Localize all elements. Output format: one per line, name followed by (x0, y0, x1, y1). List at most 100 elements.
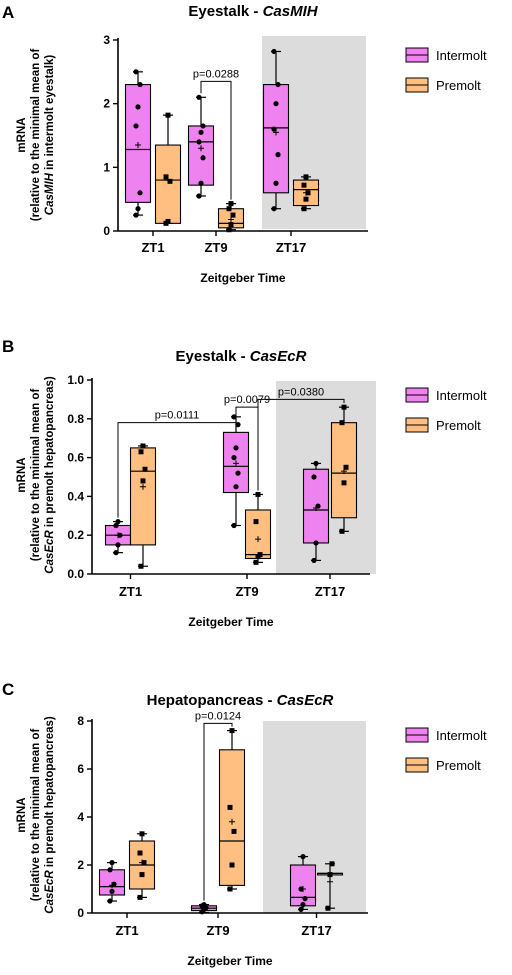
y-axis-title-line3: CasEcR in premolt hepatopancreas) (44, 716, 56, 914)
data-point (271, 48, 277, 55)
data-point (113, 522, 119, 529)
data-point (298, 886, 304, 892)
box-intermolt-zt17 (289, 854, 317, 913)
data-point (137, 190, 143, 196)
data-point (233, 445, 239, 451)
data-point (226, 206, 232, 212)
data-point (229, 862, 235, 868)
y-axis-title-line2: (relative to the minimal mean of (30, 729, 42, 902)
panel-letter: B (2, 337, 14, 356)
box-premolt-zt9 (244, 491, 272, 565)
box-intermolt-zt9 (222, 414, 250, 529)
y-tick-label: 1 (103, 160, 110, 174)
box-premolt-zt17 (330, 404, 358, 534)
y-axis-title-line3: CasEcR in premolt hepatopancreas) (44, 376, 56, 574)
data-point (113, 550, 119, 556)
y-axis-title-rest: in premolt hepatopancreas) (44, 376, 56, 530)
y-tick-label: 4 (77, 810, 84, 824)
box-intermolt-zt17 (262, 48, 290, 212)
data-point (139, 831, 145, 837)
data-point (231, 828, 237, 834)
y-axis-title: mRNA (relative to the minimal mean of CasM… (16, 49, 56, 222)
panel-c: C Hepatopancreas - CasEcR 0 2 4 6 8 ZT1 ZT9 ZT17 Z… (2, 680, 487, 968)
data-point (137, 894, 143, 900)
p-value-label: p=0.0288 (193, 68, 239, 80)
chart-title: Eyestalk - CasEcR (176, 348, 307, 365)
box-iqr (129, 447, 157, 546)
data-point (133, 123, 139, 129)
data-point (115, 542, 121, 548)
data-point (231, 522, 237, 529)
data-point (165, 218, 171, 224)
legend-label: Premolt (436, 758, 481, 773)
box-premolt-zt1 (154, 112, 182, 226)
data-point (226, 227, 232, 233)
legend: Intermolt Premolt (405, 47, 487, 93)
y-tick-label: 2 (103, 97, 110, 111)
box-iqr (187, 125, 215, 186)
bracket-line (257, 398, 345, 491)
data-point (253, 519, 259, 525)
data-point (133, 69, 139, 75)
x-tick-label: ZT9 (235, 584, 258, 599)
data-point (196, 193, 202, 199)
data-point (198, 180, 204, 186)
data-point (228, 222, 234, 228)
data-point (311, 474, 317, 480)
y-tick-label: 0.8 (67, 412, 84, 426)
data-point (231, 414, 237, 420)
box-intermolt-zt17 (302, 460, 330, 564)
legend-label: Intermolt (436, 388, 487, 403)
box-iqr (154, 144, 182, 224)
data-point (201, 902, 207, 908)
data-point (107, 867, 113, 873)
data-point (275, 81, 281, 88)
significance-bracket: p=0.0288 (193, 68, 239, 200)
y-axis-title-gene: CasEcR (44, 870, 56, 914)
y-tick-label: 1.0 (67, 373, 84, 387)
title-prefix: Eyestalk - (188, 3, 262, 20)
data-point (255, 491, 261, 497)
x-tick-label: ZT17 (301, 923, 331, 938)
data-point (109, 860, 115, 866)
data-point (200, 155, 206, 161)
box-iqr (244, 509, 272, 560)
data-point (135, 104, 141, 110)
x-tick-label: ZT9 (204, 240, 227, 255)
data-point (229, 728, 235, 734)
p-value-label: p=0.0380 (278, 386, 324, 398)
y-axis-title-rest: in intermolt eyestalk) (44, 55, 56, 173)
data-point (228, 201, 234, 207)
y-tick-label: 3 (103, 33, 110, 47)
y-axis-title-line3: CasMIH in intermolt eyestalk) (44, 55, 56, 216)
box-intermolt-zt9 (187, 94, 215, 199)
chart-title: Eyestalk - CasMIH (188, 3, 318, 20)
box-iqr (222, 431, 250, 494)
mean-marker (229, 818, 235, 825)
p-value-label: p=0.0111 (155, 410, 200, 422)
x-tick-label: ZT1 (141, 240, 164, 255)
y-axis-title: mRNA (relative to the minimal mean of CasE… (16, 376, 56, 574)
data-point (142, 466, 148, 472)
y-tick-label: 0.4 (67, 489, 84, 503)
data-point (273, 101, 279, 107)
p-value-label: p=0.0124 (195, 710, 241, 722)
data-point (111, 881, 117, 887)
legend-label: Premolt (436, 78, 481, 93)
y-axis-title-line1: mRNA (16, 117, 28, 152)
data-point (303, 174, 309, 180)
y-tick-label: 0.6 (67, 451, 84, 465)
box-iqr (262, 84, 290, 194)
data-point (271, 126, 277, 132)
data-point (137, 850, 143, 856)
legend: Intermolt Premolt (405, 387, 487, 433)
data-point (117, 532, 123, 538)
x-axis-title: Zeitgeber Time (200, 271, 285, 285)
x-axis-title: Zeitgeber Time (187, 954, 272, 968)
bracket-line (203, 722, 233, 901)
x-tick-label: ZT9 (206, 923, 229, 938)
data-point (275, 152, 281, 158)
data-point (139, 872, 145, 878)
legend-label: Premolt (436, 418, 481, 433)
x-axis-title: Zeitgeber Time (188, 615, 273, 629)
